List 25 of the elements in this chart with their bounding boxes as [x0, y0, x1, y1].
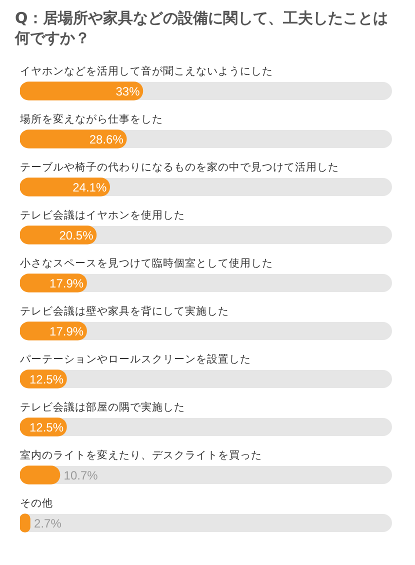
y-tick-label: パーテーションやロールスクリーンを設置した — [19, 352, 251, 366]
y-tick-label: 室内のライトを変えたり、デスクライトを買った — [20, 448, 262, 462]
data-label: 20.5% — [59, 228, 94, 242]
y-tick-label: イヤホンなどを活用して音が聞こえないようにした — [20, 64, 273, 78]
data-label: 17.9% — [50, 324, 84, 338]
data-label: 33% — [116, 84, 140, 98]
y-tick-label: 場所を変えながら仕事をした — [19, 112, 163, 126]
bar — [20, 322, 87, 340]
data-label: 12.5% — [29, 372, 64, 386]
bar — [20, 274, 87, 292]
y-tick-label: テレビ会議は壁や家具を背にして実施した — [20, 304, 229, 318]
bar — [20, 178, 110, 196]
y-tick-label: テレビ会議はイヤホンを使用した — [20, 208, 185, 222]
y-tick-label: その他 — [20, 498, 53, 510]
y-tick-label: テレビ会議は部屋の隅で実施した — [20, 400, 185, 414]
y-tick-label: 小さなスペースを見つけて臨時個室として使用した — [20, 256, 273, 270]
data-label: 2.7% — [34, 516, 62, 530]
data-label: 12.5% — [29, 420, 64, 434]
data-label: 10.7% — [64, 468, 98, 482]
bar — [20, 226, 97, 244]
data-label: 28.6% — [89, 132, 124, 146]
y-tick-label: テーブルや椅子の代わりになるものを家の中で見つけて活用した — [20, 160, 339, 174]
chart-title: Q：居場所や家具などの設備に関して、工夫したことは何ですか？ — [15, 8, 389, 48]
data-label: 17.9% — [50, 276, 84, 290]
data-label: 24.1% — [72, 180, 107, 194]
